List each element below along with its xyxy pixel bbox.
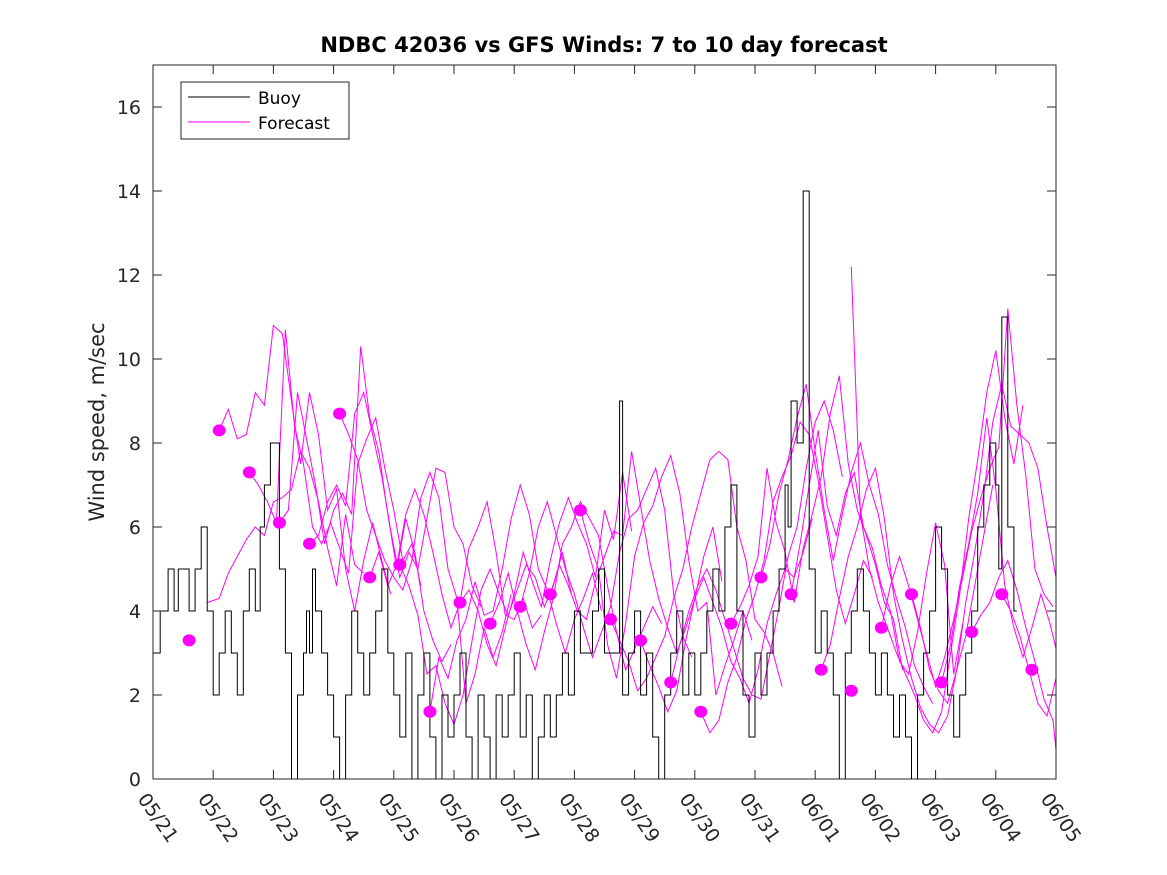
forecast-run-line	[218, 324, 392, 612]
y-tick-label: 6	[129, 517, 141, 539]
forecast-marker	[844, 684, 858, 697]
forecast-marker	[543, 588, 557, 601]
buoy-line-group	[153, 190, 1017, 779]
buoy-line	[153, 190, 1017, 779]
y-tick-label: 2	[129, 685, 141, 707]
forecast-marker	[573, 504, 587, 517]
forecast-marker	[272, 516, 286, 529]
forecast-marker	[874, 621, 888, 634]
forecast-run-line	[429, 483, 602, 712]
forecast-marker	[814, 663, 828, 676]
forecast-marker	[423, 705, 437, 718]
forecast-run-line	[610, 450, 783, 692]
forecast-marker	[664, 676, 678, 689]
forecast-run-line	[790, 430, 964, 676]
forecast-run-line	[640, 518, 813, 714]
y-tick-label: 10	[117, 349, 141, 371]
forecast-marker	[363, 571, 377, 584]
forecast-run-line	[399, 552, 572, 726]
forecast-markers	[182, 407, 1039, 718]
forecast-marker	[634, 634, 648, 647]
forecast-marker	[242, 466, 256, 479]
forecast-marker	[1025, 663, 1039, 676]
forecast-marker	[905, 588, 918, 601]
plot-area	[152, 64, 1057, 780]
forecast-run-line	[369, 487, 542, 630]
y-axis: 0 2 4 6 8 10 12 14 16	[117, 97, 1056, 791]
forecast-marker	[182, 634, 196, 647]
forecast-run-line	[459, 472, 633, 668]
forecast-marker	[724, 617, 738, 630]
forecast-run-line	[309, 390, 482, 607]
y-tick-label: 0	[129, 769, 141, 791]
y-tick-label: 4	[129, 601, 141, 623]
forecast-run-line	[730, 375, 903, 670]
forecast-run-line	[248, 329, 422, 586]
y-tick-label: 14	[117, 181, 141, 203]
forecast-run-line	[850, 266, 1024, 734]
forecast-marker	[604, 613, 617, 626]
forecast-run-line	[339, 413, 512, 704]
forecast-marker	[212, 424, 226, 437]
forecast-run-line	[670, 399, 843, 700]
forecast-marker	[995, 588, 1009, 601]
forecast-run-line	[579, 454, 753, 696]
forecast-run-line	[207, 450, 365, 604]
forecast-marker	[453, 596, 467, 609]
forecast-marker	[935, 676, 949, 689]
legend-label-buoy: Buoy	[258, 89, 301, 109]
forecast-marker	[754, 571, 768, 584]
forecast-run-line	[278, 346, 452, 663]
plot-frame	[152, 64, 1057, 780]
y-tick-label: 16	[117, 97, 141, 119]
forecast-marker	[694, 705, 708, 718]
legend: Buoy Forecast	[180, 81, 350, 140]
y-tick-label: 12	[117, 265, 141, 287]
forecast-run-line	[941, 417, 1056, 683]
forecast-run-line	[760, 384, 934, 704]
forecast-marker	[965, 626, 979, 638]
forecast-marker	[303, 537, 316, 550]
legend-box	[180, 81, 350, 140]
forecast-marker	[513, 600, 527, 613]
legend-label-forecast: Forecast	[258, 114, 330, 134]
y-tick-label: 8	[129, 433, 141, 455]
forecast-marker	[393, 558, 407, 571]
chart-title: NDBC 42036 vs GFS Winds: 7 to 10 day for…	[320, 33, 887, 57]
forecast-marker	[784, 588, 798, 601]
forecast-run-line	[820, 466, 994, 734]
y-axis-label: Wind speed, m/sec	[85, 322, 109, 521]
forecast-run-line	[971, 559, 1056, 750]
forecast-marker	[333, 407, 347, 420]
forecast-marker	[483, 617, 497, 630]
